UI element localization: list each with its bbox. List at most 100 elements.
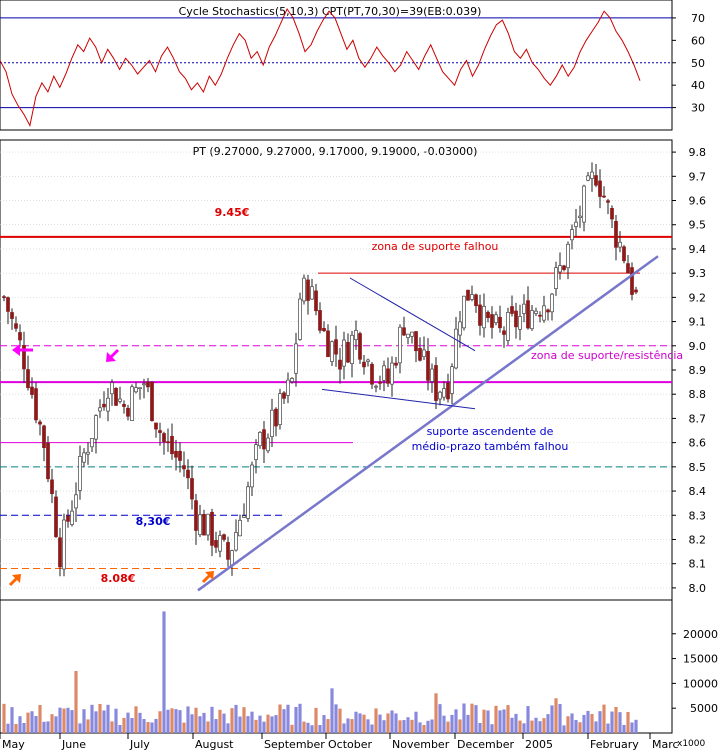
candle — [82, 448, 86, 468]
candle — [314, 283, 318, 316]
candle-body — [398, 326, 402, 364]
candle-body — [282, 392, 286, 399]
volume-bar — [14, 724, 18, 733]
price-tick-label-9.4: 9.4 — [689, 243, 707, 256]
volume-bar — [170, 708, 174, 733]
candle — [598, 169, 602, 209]
volume-bar — [366, 719, 370, 733]
candle-body — [158, 430, 162, 433]
candle — [466, 289, 470, 301]
volume-bar — [518, 720, 522, 733]
volume-bar — [158, 711, 162, 733]
volume-bar — [466, 714, 470, 733]
candle-body — [234, 532, 238, 551]
candle — [42, 424, 46, 462]
candle — [430, 363, 434, 393]
candle — [566, 241, 570, 280]
candle — [634, 286, 638, 295]
candle — [354, 320, 358, 350]
candle-body — [198, 514, 202, 535]
volume-bar — [242, 707, 246, 733]
candle — [582, 184, 586, 232]
volume-bar — [590, 714, 594, 733]
volume-bar — [106, 704, 110, 733]
candle — [554, 261, 558, 296]
trend-lines — [197, 255, 659, 592]
candle-body — [246, 486, 250, 519]
vol-tick-label-15000: 15000 — [683, 653, 718, 666]
volume-bar — [274, 715, 278, 733]
stoch-series-line — [0, 7, 641, 127]
volume-bar — [422, 724, 426, 733]
price-tick-label-9.8: 9.8 — [689, 146, 707, 159]
volume-bar — [302, 721, 306, 733]
volume-bar — [542, 718, 546, 733]
price-tick-label-8.4: 8.4 — [689, 485, 707, 498]
candle-body — [566, 243, 570, 269]
volume-bar — [202, 712, 206, 733]
candle — [510, 295, 514, 317]
volume-bar — [266, 714, 270, 733]
stoch-tick-label-50: 50 — [691, 57, 705, 70]
candle-body — [26, 369, 30, 389]
volume-bar — [398, 720, 402, 733]
candle — [182, 451, 186, 477]
candle — [414, 331, 418, 363]
volume-bar — [154, 718, 158, 733]
candle — [558, 252, 562, 280]
candle-body — [514, 310, 518, 328]
candle-body — [242, 515, 246, 518]
volume-bar — [214, 719, 218, 733]
vol-tick-label-10000: 10000 — [683, 677, 718, 690]
candle — [50, 468, 54, 504]
price-tick-label-8: 8.0 — [689, 582, 707, 595]
volume-bar — [326, 719, 330, 733]
volume-bar — [526, 706, 530, 733]
candle — [542, 295, 546, 323]
volume-bar — [230, 708, 234, 733]
candle-body — [330, 341, 334, 362]
x-tick-label-May: May — [2, 738, 25, 750]
candle — [226, 536, 230, 567]
candle-body — [222, 534, 226, 540]
volume-bar — [226, 723, 230, 733]
volume-bar — [514, 713, 518, 733]
volume-bar — [126, 712, 130, 733]
candle-body — [390, 362, 394, 385]
candle-body — [290, 378, 294, 382]
candle-body — [482, 306, 486, 329]
candle — [74, 482, 78, 522]
candle — [630, 262, 634, 301]
volume-bar — [290, 724, 294, 733]
magenta-arrow-downleft-icon — [106, 348, 120, 362]
candle-body — [546, 309, 550, 313]
candle-body — [506, 312, 510, 341]
candle-body — [622, 246, 626, 262]
candle-body — [238, 519, 242, 537]
candle — [610, 205, 614, 229]
volume-bar — [430, 719, 434, 733]
candle — [206, 513, 210, 541]
volume-bar — [50, 714, 54, 733]
candle-body — [510, 306, 514, 314]
candle — [622, 245, 626, 264]
candle-body — [218, 535, 222, 552]
candle — [78, 445, 82, 500]
candle — [498, 305, 502, 333]
candle-body — [418, 347, 422, 361]
volume-bar — [414, 711, 418, 733]
candle-body — [466, 289, 470, 301]
candle — [514, 302, 518, 339]
volume-bar — [382, 720, 386, 733]
volume-bar — [614, 707, 618, 733]
candle — [254, 439, 258, 474]
candle — [586, 172, 590, 182]
candle — [134, 381, 138, 394]
candle-body — [62, 519, 66, 570]
candle-body — [538, 314, 542, 317]
volume-bar — [22, 722, 26, 733]
candle-body — [322, 328, 326, 332]
price-tick-label-9.3: 9.3 — [689, 267, 707, 280]
volume-layer: 5000 10000 15000 20000 — [2, 611, 718, 733]
